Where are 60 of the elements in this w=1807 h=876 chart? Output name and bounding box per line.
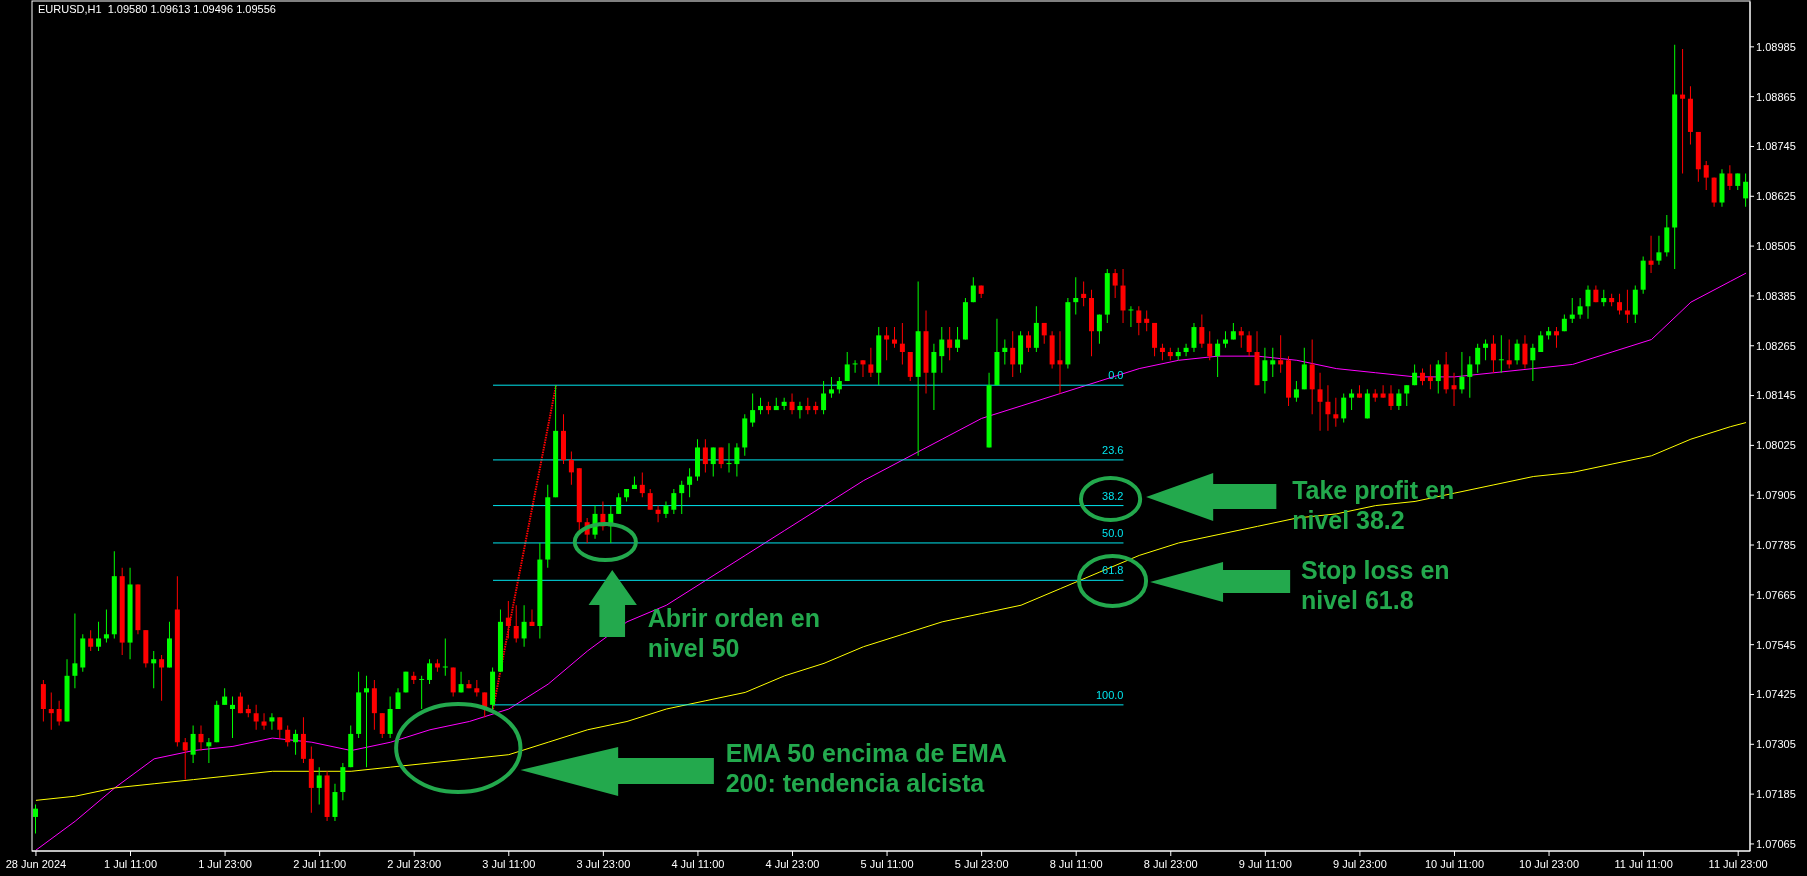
series-label: 100.0	[1095, 688, 1124, 701]
y-tick-label: 1.08265	[1756, 339, 1796, 352]
candlestick	[103, 609, 109, 643]
annotation: Stop loss en nivel 61.8	[1301, 555, 1451, 615]
y-tick-label: 1.08505	[1756, 240, 1796, 253]
x-tick-label: 9 Jul 11:00	[1238, 858, 1292, 870]
candlestick	[48, 692, 54, 730]
x-tick-label: 9 Jul 23:00	[1332, 858, 1387, 870]
candlestick	[363, 675, 369, 768]
x-tick-label: 1 Jul 23:00	[198, 858, 252, 870]
y-tick-label: 1.07305	[1756, 738, 1796, 751]
candlestick	[1278, 335, 1284, 373]
x-tick-label: 1 Jul 11:00	[104, 858, 158, 870]
x-tick-label: 11 Jul 11:00	[1614, 858, 1673, 870]
y-tick-label: 1.08985	[1756, 40, 1796, 53]
y-tick-label: 1.07545	[1756, 638, 1796, 651]
y-tick-label: 1.07785	[1756, 538, 1796, 551]
series-label: 23.6	[1102, 443, 1124, 456]
candlestick	[1128, 306, 1134, 328]
y-tick-label: 1.08865	[1756, 90, 1796, 103]
x-tick-label: 3 Jul 23:00	[576, 858, 631, 870]
annotation: EMA 50 encima de EMA 200: tendencia alcista	[725, 738, 1007, 798]
candlestick	[442, 638, 448, 676]
candlestick	[852, 360, 858, 373]
x-tick-label: 10 Jul 23:00	[1519, 858, 1580, 870]
y-tick-label: 1.07065	[1756, 837, 1796, 850]
y-tick-label: 1.08745	[1756, 140, 1796, 153]
candlestick	[1498, 335, 1504, 373]
series-label: 50.0	[1102, 526, 1124, 539]
line-series	[35, 272, 1747, 851]
x-tick-label: 4 Jul 23:00	[765, 858, 820, 870]
x-tick-label: 11 Jul 23:00	[1708, 858, 1768, 870]
annotation: Abrir orden en nivel 50	[647, 602, 821, 663]
candlestick	[1057, 331, 1063, 394]
y-tick-label: 1.08385	[1756, 289, 1796, 302]
x-tick-label: 5 Jul 11:00	[860, 858, 914, 870]
series-label: 38.2	[1102, 489, 1124, 502]
y-tick-label: 1.07425	[1756, 688, 1796, 701]
x-tick-label: 2 Jul 23:00	[387, 858, 442, 870]
x-tick-label: 8 Jul 11:00	[1049, 858, 1103, 870]
x-tick-label: 3 Jul 11:00	[482, 858, 536, 870]
x-tick-label: 5 Jul 23:00	[954, 858, 1009, 870]
candlestick	[419, 675, 425, 710]
y-tick-label: 1.07905	[1756, 489, 1796, 502]
y-tick-label: 1.08025	[1756, 439, 1796, 452]
series-label: 61.8	[1102, 564, 1124, 577]
x-tick-label: 4 Jul 11:00	[671, 858, 725, 870]
candlestick	[1073, 277, 1079, 315]
y-tick-label: 1.08625	[1756, 190, 1796, 203]
line-series	[35, 422, 1747, 801]
candlestick	[726, 443, 732, 473]
candlestick	[1680, 48, 1686, 174]
y-tick-label: 1.07185	[1756, 788, 1796, 801]
chart-title: EURUSD,H1 1.09580 1.09613 1.09496 1.09556	[38, 3, 276, 15]
x-tick-label: 10 Jul 11:00	[1424, 858, 1485, 870]
y-tick-label: 1.07665	[1756, 588, 1796, 601]
x-tick-label: 28 Jun 2024	[5, 858, 67, 870]
x-tick-label: 8 Jul 23:00	[1143, 858, 1198, 870]
y-tick-label: 1.08145	[1756, 389, 1796, 402]
x-tick-label: 2 Jul 11:00	[293, 858, 347, 870]
